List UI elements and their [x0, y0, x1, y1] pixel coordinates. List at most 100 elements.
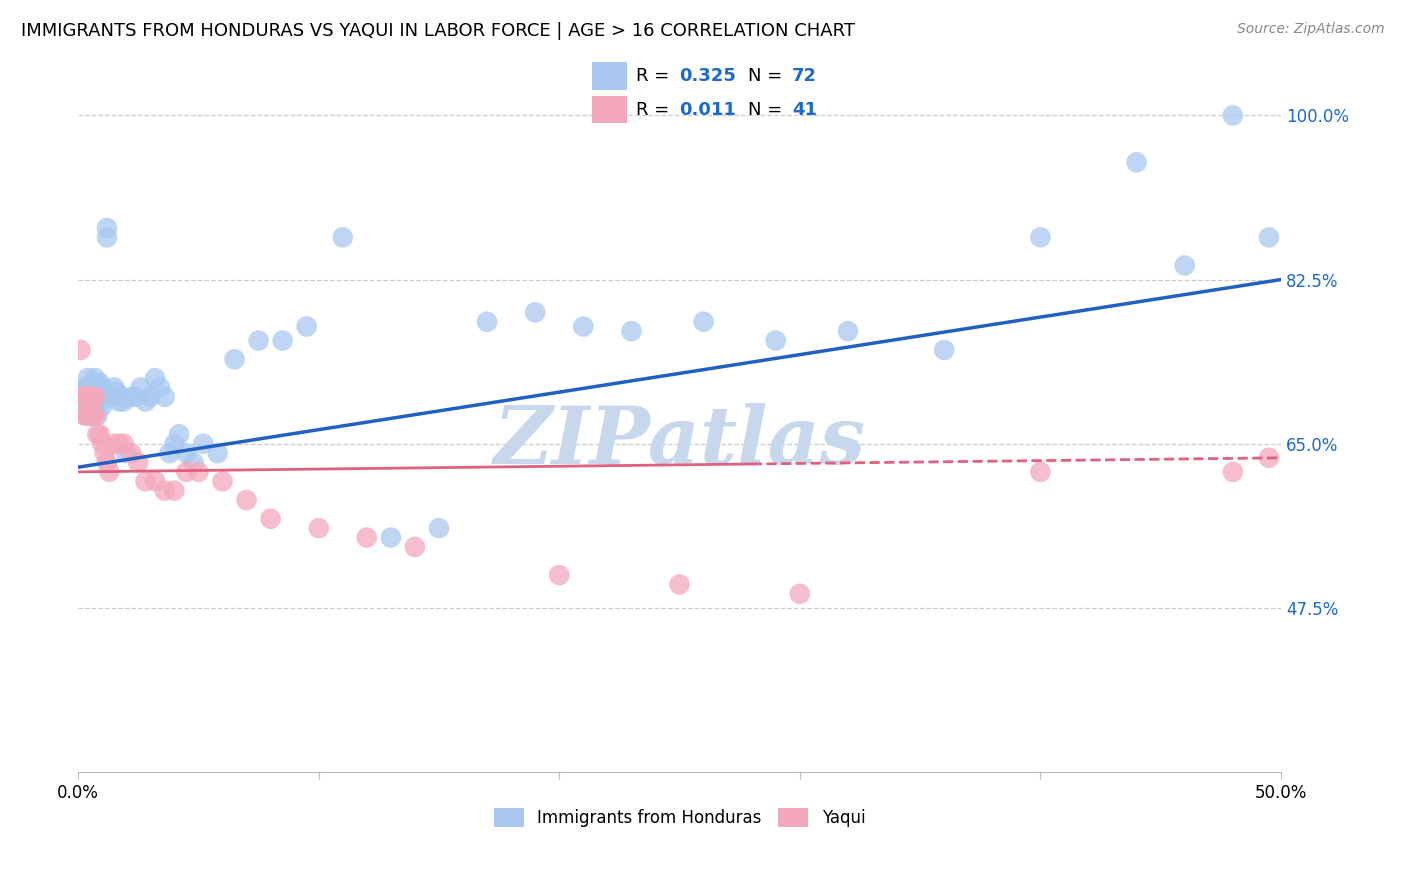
Point [247, 334, 270, 348]
Point [548, 568, 571, 582]
Point [108, 436, 131, 450]
Point [86, 390, 108, 404]
Point [103, 436, 125, 450]
Point [295, 319, 318, 334]
Point [572, 319, 595, 334]
Point [620, 324, 643, 338]
Point [837, 324, 859, 338]
Point [475, 315, 498, 329]
Point [75, 380, 97, 394]
Point [84, 385, 107, 400]
Point [76, 390, 98, 404]
Point [356, 531, 378, 545]
Point [89, 427, 111, 442]
Text: Source: ZipAtlas.com: Source: ZipAtlas.com [1237, 22, 1385, 37]
Point [139, 390, 162, 404]
Text: IMMIGRANTS FROM HONDURAS VS YAQUI IN LABOR FORCE | AGE > 16 CORRELATION CHART: IMMIGRANTS FROM HONDURAS VS YAQUI IN LAB… [21, 22, 855, 40]
Point [89, 394, 111, 409]
Point [1029, 465, 1052, 479]
Point [86, 380, 108, 394]
Point [176, 446, 198, 460]
Point [134, 475, 156, 489]
Point [96, 455, 118, 469]
Text: R =: R = [636, 101, 675, 119]
Point [91, 380, 114, 394]
Point [98, 465, 121, 479]
Point [76, 371, 98, 385]
Text: N =: N = [748, 67, 787, 85]
Point [183, 455, 205, 469]
Point [79, 390, 101, 404]
Point [1222, 465, 1244, 479]
Text: 0.325: 0.325 [679, 67, 737, 85]
Point [153, 390, 176, 404]
Point [149, 380, 172, 394]
Point [91, 399, 114, 413]
Point [176, 465, 198, 479]
Point [308, 521, 330, 535]
Point [163, 483, 186, 498]
Point [120, 390, 142, 404]
Point [332, 230, 354, 244]
Point [1029, 230, 1052, 244]
Point [86, 427, 108, 442]
Point [96, 221, 118, 235]
Text: R =: R = [636, 67, 675, 85]
Point [91, 390, 114, 404]
Point [143, 475, 166, 489]
Text: ZIPatlas: ZIPatlas [494, 402, 866, 480]
Point [76, 394, 98, 409]
Point [75, 409, 97, 423]
Point [76, 409, 98, 423]
Point [668, 577, 690, 591]
Point [765, 334, 787, 348]
Point [127, 455, 149, 469]
Point [1258, 450, 1281, 465]
Point [1222, 108, 1244, 122]
Point [427, 521, 450, 535]
Point [75, 409, 97, 423]
Point [82, 390, 104, 404]
Point [105, 385, 128, 400]
Point [1258, 230, 1281, 244]
Point [211, 475, 233, 489]
Point [143, 371, 166, 385]
Point [159, 446, 181, 460]
Point [193, 436, 215, 450]
Point [112, 394, 135, 409]
Point [1125, 155, 1147, 169]
Point [96, 230, 118, 244]
Point [72, 385, 94, 400]
Point [69, 343, 91, 357]
Point [235, 493, 257, 508]
Point [271, 334, 294, 348]
Point [79, 409, 101, 423]
Point [789, 587, 811, 601]
Point [75, 390, 97, 404]
Point [120, 446, 142, 460]
Point [89, 376, 111, 390]
Point [187, 465, 209, 479]
Point [934, 343, 956, 357]
Point [93, 446, 115, 460]
Point [79, 380, 101, 394]
Bar [592, 62, 627, 90]
Point [84, 390, 107, 404]
Point [103, 380, 125, 394]
Text: N =: N = [748, 101, 787, 119]
Bar [592, 95, 627, 123]
Point [112, 436, 135, 450]
Point [76, 404, 98, 418]
Point [404, 540, 426, 554]
Point [110, 390, 132, 404]
Point [134, 394, 156, 409]
Text: 41: 41 [792, 101, 817, 119]
Point [69, 390, 91, 404]
Point [72, 394, 94, 409]
Point [84, 371, 107, 385]
Point [79, 409, 101, 423]
Point [79, 390, 101, 404]
Point [84, 409, 107, 423]
Point [82, 404, 104, 418]
Point [98, 390, 121, 404]
